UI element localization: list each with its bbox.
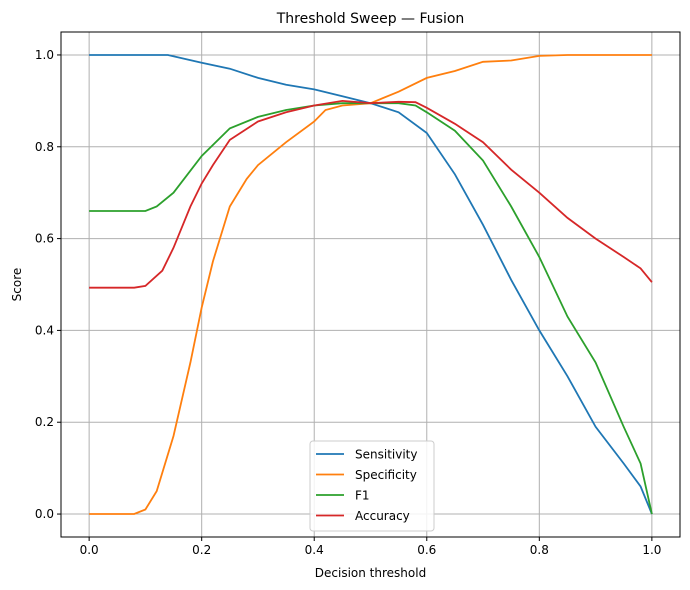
legend-box <box>309 440 435 532</box>
legend-label: Specificity <box>355 468 417 482</box>
chart-title: Threshold Sweep — Fusion <box>276 11 465 27</box>
x-axis-label: Decision threshold <box>315 566 426 580</box>
y-tick-label: 1.0 <box>35 48 54 62</box>
x-tick-label: 0.4 <box>305 543 324 557</box>
y-axis-label: Score <box>10 268 24 302</box>
y-tick-label: 0.0 <box>35 507 54 521</box>
y-tick-label: 0.6 <box>35 232 54 246</box>
series-line-sensitivity <box>89 54 653 515</box>
legend-label: Accuracy <box>355 509 410 523</box>
x-tick-label: 1.0 <box>642 543 661 557</box>
x-tick-label: 0.6 <box>417 543 436 557</box>
series-line-accuracy <box>89 99 653 289</box>
x-tick-label: 0.0 <box>80 543 99 557</box>
series-line-specificity <box>89 54 652 515</box>
x-tick-label: 0.8 <box>530 543 549 557</box>
x-tick-label: 0.2 <box>192 543 211 557</box>
y-tick-label: 0.8 <box>35 140 54 154</box>
y-tick-label: 0.2 <box>35 415 54 429</box>
series-line-f1 <box>89 102 653 515</box>
plot-frame <box>60 31 681 538</box>
legend-label: Sensitivity <box>355 448 417 462</box>
legend-label: F1 <box>355 489 370 503</box>
y-tick-label: 0.4 <box>35 323 54 337</box>
